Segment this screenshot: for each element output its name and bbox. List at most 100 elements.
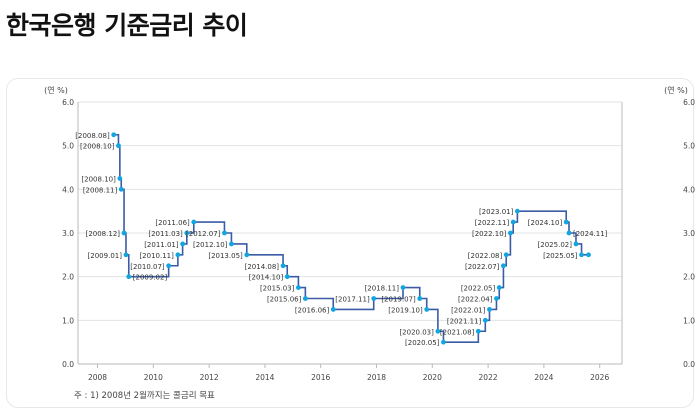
data-label: [2019.07] xyxy=(381,296,416,304)
data-point xyxy=(508,230,513,236)
data-label: [2024.10] xyxy=(528,219,563,227)
data-label: [2018.11] xyxy=(365,285,400,293)
data-label: [2008.12] xyxy=(86,230,121,238)
data-point xyxy=(121,230,127,236)
data-point xyxy=(302,296,308,301)
data-point xyxy=(482,317,488,323)
data-labels: [2008.08] [2008.10] [2008.10] [2008.11] [200… xyxy=(75,132,607,347)
chart-card xyxy=(6,78,694,408)
data-label: [2022.10] xyxy=(472,230,507,238)
y-tick-label-left: 2.0 xyxy=(62,273,74,282)
axes xyxy=(77,102,623,368)
y-tick-label-left: 0.0 xyxy=(62,360,74,369)
x-tick-label: 2024 xyxy=(534,373,553,382)
data-label: [2013.05] xyxy=(208,252,243,260)
data-label: [2024.11] xyxy=(573,230,608,238)
data-point xyxy=(494,296,499,301)
x-tick-label: 2026 xyxy=(590,373,609,382)
data-point xyxy=(400,285,406,290)
page-title: 한국은행 기준금리 추이 xyxy=(6,11,248,40)
x-tick-label: 2014 xyxy=(255,373,274,382)
x-tick-label: 2012 xyxy=(200,373,219,382)
data-point xyxy=(496,285,502,290)
y-tick-label-right: 6.0 xyxy=(683,98,695,107)
data-point xyxy=(295,285,301,290)
data-label: [2008.10] xyxy=(80,143,115,151)
y-tick-label-left: 3.0 xyxy=(62,229,74,238)
data-point xyxy=(573,241,579,247)
y-tick-label-right: 1.0 xyxy=(683,316,695,325)
data-point xyxy=(417,296,423,301)
y-tick-label-right: 4.0 xyxy=(683,185,695,194)
data-label: [2022.05] xyxy=(461,285,496,293)
data-point xyxy=(424,307,430,312)
data-point xyxy=(126,274,132,280)
data-label: [2022.08] xyxy=(468,252,503,260)
data-label: [2016.06] xyxy=(295,306,330,314)
y-tick-label-left: 6.0 xyxy=(62,98,74,107)
data-label: [2021.08] xyxy=(440,328,475,336)
data-point xyxy=(501,263,506,269)
data-point xyxy=(371,296,377,301)
data-point xyxy=(244,252,250,258)
y-tick-label-left: 5.0 xyxy=(62,142,74,151)
data-label: [2025.02] xyxy=(538,241,573,249)
data-point xyxy=(330,307,336,312)
y-tick-label-right: 2.0 xyxy=(683,273,695,282)
data-point xyxy=(229,241,234,247)
y-axis-label-left: (연 %) xyxy=(44,86,68,95)
data-label: [2009.02] xyxy=(133,274,168,282)
y-tick-label-right: 0.0 xyxy=(683,360,695,369)
data-point xyxy=(563,219,569,225)
y-tick-label-left: 1.0 xyxy=(62,316,74,325)
data-point xyxy=(510,219,516,225)
data-label: [2023.01] xyxy=(479,208,514,216)
data-point xyxy=(116,143,121,149)
data-label: [2008.08] xyxy=(75,132,110,140)
data-label: [2011.01] xyxy=(144,241,179,249)
x-tick-label: 2010 xyxy=(144,373,163,382)
data-label: [2020.03] xyxy=(399,328,434,336)
data-point xyxy=(280,263,286,269)
data-point xyxy=(118,186,124,192)
data-label: [2019.10] xyxy=(388,306,423,314)
data-label: [2011.06] xyxy=(155,219,190,227)
data-points xyxy=(111,132,591,345)
data-point xyxy=(475,328,481,334)
data-label: [2014.08] xyxy=(245,263,280,271)
data-label: [2022.04] xyxy=(458,296,493,304)
data-label: [2014.10] xyxy=(249,274,284,282)
data-label: [2022.11] xyxy=(475,219,510,227)
data-point xyxy=(184,230,190,236)
y-tick-label-right: 5.0 xyxy=(683,142,695,151)
data-point xyxy=(503,252,509,258)
data-label: [2008.10] xyxy=(81,175,116,183)
data-point xyxy=(435,328,441,334)
data-point xyxy=(191,219,197,225)
data-label: [2017.11] xyxy=(335,296,370,304)
data-point xyxy=(441,339,446,345)
data-label: [2020.05] xyxy=(405,339,440,347)
data-point xyxy=(487,307,492,312)
data-point xyxy=(117,176,123,181)
data-label: [2011.03] xyxy=(148,230,183,238)
y-axis-label-right: (연 %) xyxy=(664,86,688,95)
footnote: 주 : 1) 2008년 2월까지는 콜금리 목표 xyxy=(74,391,215,401)
data-point xyxy=(222,230,227,236)
data-label: [2008.11] xyxy=(83,186,118,194)
data-label: [2010.07] xyxy=(130,263,165,271)
tick-labels: 0.0 0.0 1.0 1.0 2.0 2.0 3.0 3.0 4.0 4.0 5.0 5.0 6.0 6… xyxy=(62,98,695,382)
data-label: [2021.11] xyxy=(447,317,482,325)
data-point xyxy=(123,252,129,258)
data-point xyxy=(166,263,172,269)
data-point xyxy=(566,230,572,236)
y-tick-label-left: 4.0 xyxy=(62,185,74,194)
x-tick-label: 2020 xyxy=(423,373,442,382)
y-tick-label-right: 3.0 xyxy=(683,229,695,238)
data-label: [2022.01] xyxy=(451,306,486,314)
data-point xyxy=(586,252,591,258)
data-point xyxy=(514,208,520,214)
data-label: [2025.05] xyxy=(543,252,578,260)
data-label: [2012.10] xyxy=(193,241,228,249)
data-point xyxy=(579,252,584,258)
